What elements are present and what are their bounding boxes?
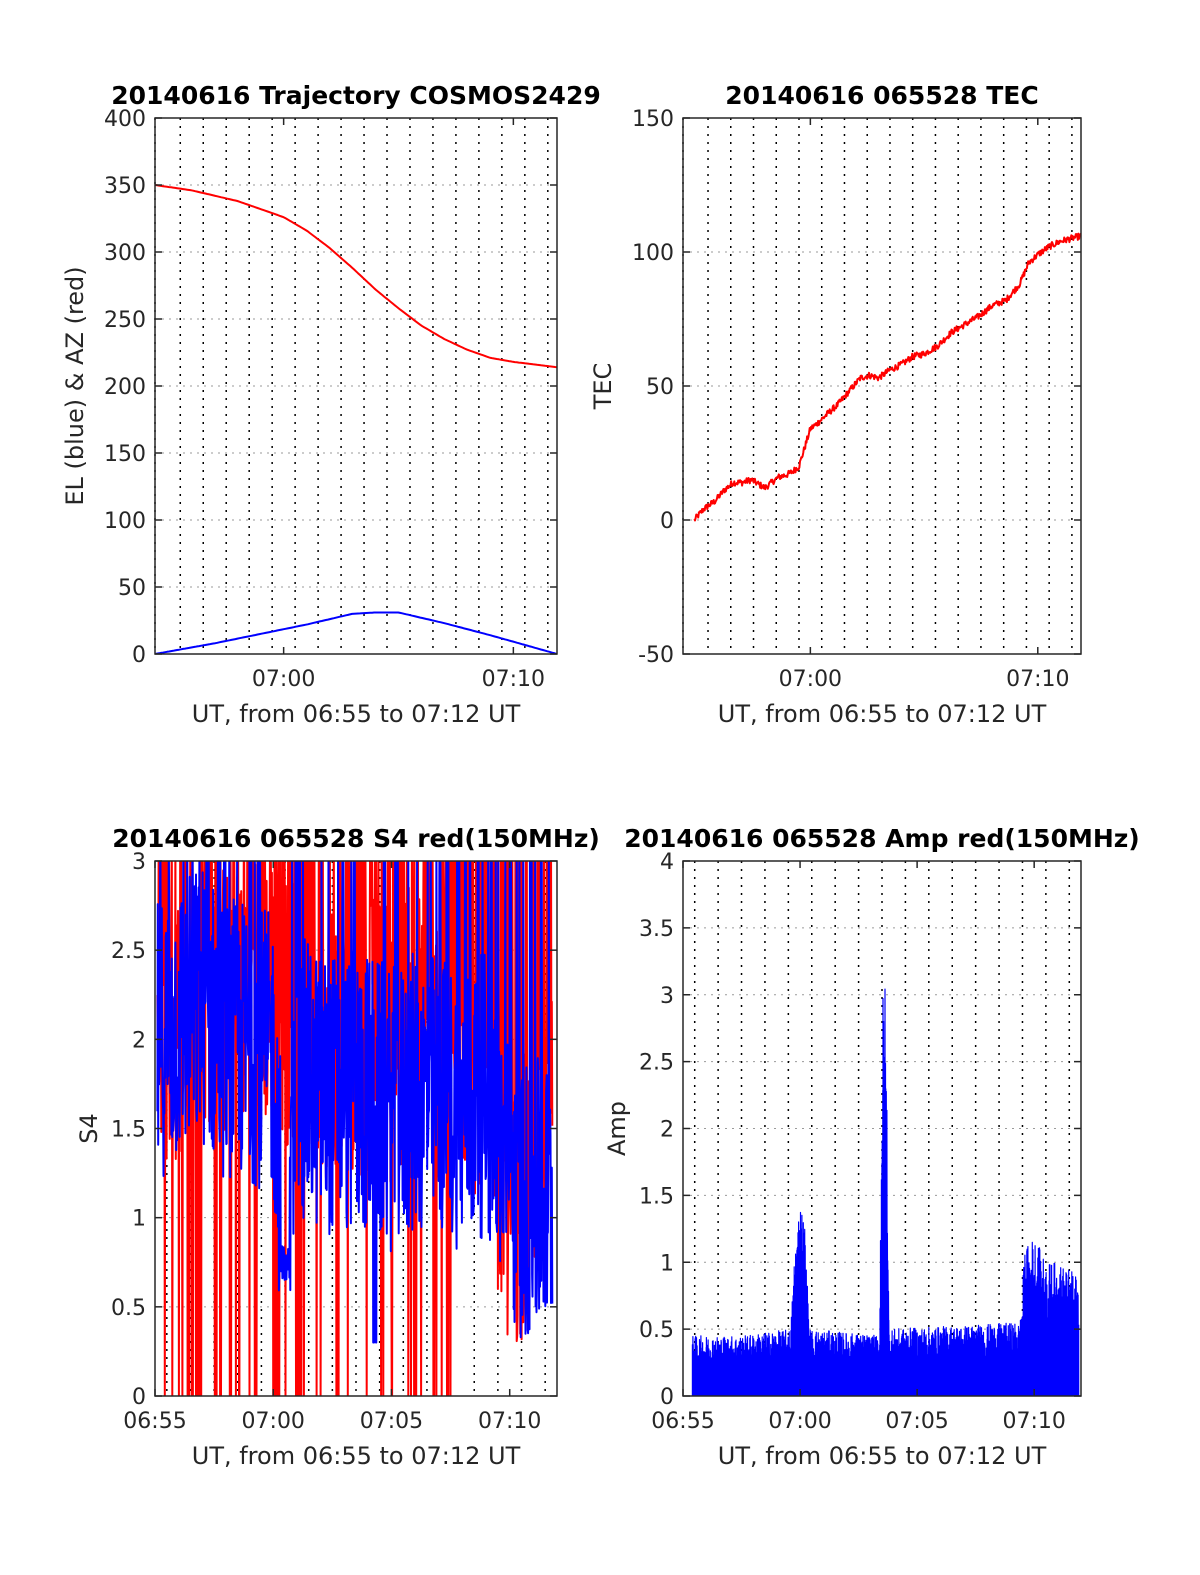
panel-title: 20140616 Trajectory COSMOS2429 [111,81,601,110]
y-tick-label: 400 [104,107,146,132]
y-tick-label: 0.5 [111,1296,146,1321]
y-tick-label: 350 [104,174,146,199]
plot-frame [682,117,1082,655]
y-tick-label: 150 [632,107,674,132]
panel-title: 20140616 065528 TEC [725,81,1038,110]
trajectory-panel: 0 50 100 150 200 250 300 350 400 07:00 07:10 201406… [61,81,601,728]
y-tick-label: 0 [660,1385,674,1410]
y-tick-label: 300 [104,241,146,266]
series-0-line [691,988,1080,1396]
y-tick-label: 1 [132,1207,146,1232]
y-tick-label: 0 [660,509,674,534]
amp-panel: 0 0.5 1 1.5 2 2.5 3 3.5 4 06:55 07:00 07:05 07:10 201… [603,824,1140,1470]
panel-title: 20140616 065528 S4 red(150MHz) [112,824,600,853]
y-tick-label: 200 [104,375,146,400]
y-axis-label: S4 [75,1113,103,1144]
y-tick-label: 250 [104,308,146,333]
y-tick-label: -50 [638,643,674,668]
y-tick-label: 2 [132,1028,146,1053]
panel-title: 20140616 065528 Amp red(150MHz) [624,824,1140,853]
x-tick-label: 07:05 [360,1409,423,1434]
y-tick-label: 0 [132,1385,146,1410]
series-0-line [155,184,557,369]
y-tick-label: 2.5 [111,939,146,964]
y-tick-label: 3.5 [639,917,674,942]
y-tick-label: 0 [132,643,146,668]
x-tick-label: 07:00 [779,667,842,692]
y-tick-label: 3 [660,984,674,1009]
x-tick-label: 07:10 [1006,667,1069,692]
x-tick-label: 07:10 [478,1409,541,1434]
s4-panel: 0 0.5 1 1.5 2 2.5 3 06:55 07:00 07:05 07:10 2014061… [75,824,600,1470]
plot-frame [154,117,558,655]
x-axis-label: UT, from 06:55 to 07:12 UT [192,1442,521,1470]
x-tick-label: 07:10 [482,667,545,692]
series-1-line [156,861,554,1344]
y-tick-label: 50 [646,375,674,400]
y-tick-label: 100 [632,241,674,266]
series-1-line [155,611,557,654]
x-tick-label: 07:00 [242,1409,305,1434]
x-tick-label: 07:10 [1002,1409,1065,1434]
y-tick-label: 50 [118,576,146,601]
x-tick-label: 07:05 [885,1409,948,1434]
y-tick-label: 2 [660,1118,674,1143]
y-tick-label: 0.5 [639,1318,674,1343]
y-tick-label: 150 [104,442,146,467]
y-tick-label: 1.5 [639,1184,674,1209]
x-tick-label: 07:00 [768,1409,831,1434]
x-tick-label: 06:55 [123,1409,186,1434]
tec-panel: -50 0 50 100 150 07:00 07:10 20140616 065528 TE… [589,81,1082,728]
y-axis-label: TEC [589,363,617,411]
y-tick-label: 100 [104,509,146,534]
y-tick-label: 2.5 [639,1051,674,1076]
y-tick-label: 4 [660,850,674,875]
series-0-line [693,232,1081,522]
y-tick-label: 1 [660,1251,674,1276]
y-tick-label: 3 [132,850,146,875]
y-axis-label: EL (blue) & AZ (red) [61,266,89,505]
x-axis-label: UT, from 06:55 to 07:12 UT [192,700,521,728]
x-tick-label: 07:00 [252,667,315,692]
x-axis-label: UT, from 06:55 to 07:12 UT [718,1442,1047,1470]
y-tick-label: 1.5 [111,1118,146,1143]
y-axis-label: Amp [603,1101,631,1156]
x-tick-label: 06:55 [651,1409,714,1434]
x-axis-label: UT, from 06:55 to 07:12 UT [718,700,1047,728]
